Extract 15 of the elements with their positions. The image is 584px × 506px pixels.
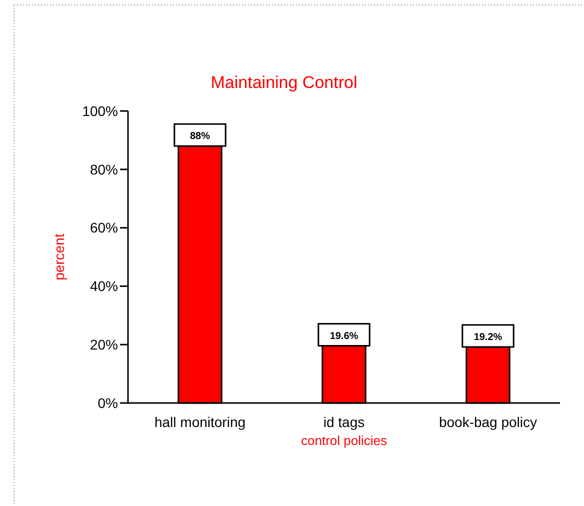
data-label: 19.2% [474, 332, 502, 343]
chart-title: Maintaining Control [210, 73, 358, 92]
y-tick-label: 60% [90, 220, 118, 236]
y-axis-title: percent [51, 234, 67, 280]
data-label: 88% [190, 131, 210, 142]
x-tick-label: id tags [323, 414, 365, 430]
x-axis-title: control policies [301, 433, 388, 448]
y-tick-label: 20% [90, 336, 118, 352]
data-label: 19.6% [330, 330, 358, 342]
y-tick-label: 0% [98, 394, 118, 411]
y-tick-label: 80% [90, 161, 118, 178]
x-tick-label: book-bag policy [438, 414, 538, 430]
y-tick-label: 40% [90, 278, 118, 294]
x-tick-label: hall monitoring [154, 414, 246, 430]
y-tick-label: 100% [82, 102, 118, 119]
